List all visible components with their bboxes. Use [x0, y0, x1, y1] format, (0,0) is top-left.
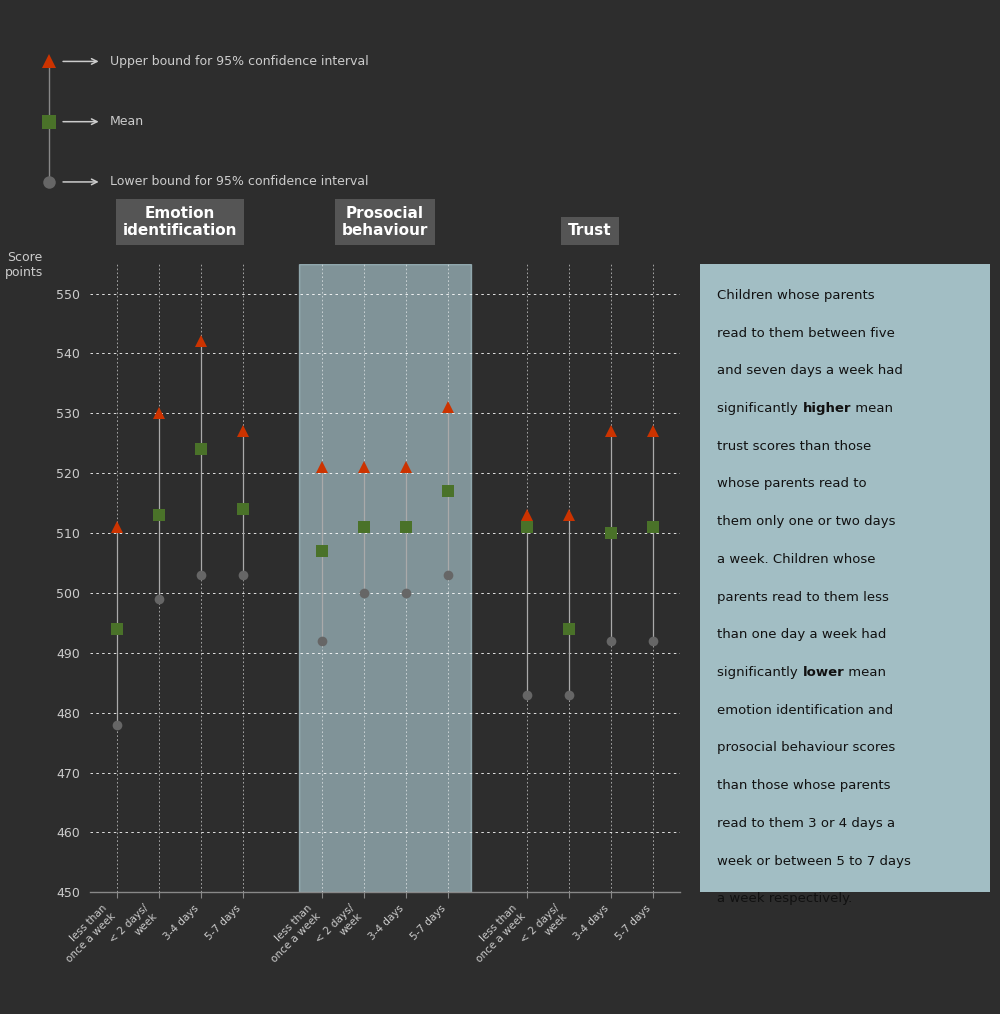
Text: parents read to them less: parents read to them less	[717, 590, 889, 603]
Text: whose parents read to: whose parents read to	[717, 478, 867, 491]
Text: emotion identification and: emotion identification and	[717, 704, 894, 717]
Bar	[299, 264, 471, 892]
Text: them only one or two days: them only one or two days	[717, 515, 896, 528]
Text: Lower bound for 95% confidence interval: Lower bound for 95% confidence interval	[110, 175, 368, 189]
Text: and seven days a week had: and seven days a week had	[717, 364, 903, 377]
Text: mean: mean	[851, 402, 893, 415]
Text: lower: lower	[802, 666, 844, 679]
Text: Upper bound for 95% confidence interval: Upper bound for 95% confidence interval	[110, 55, 368, 68]
Text: significantly: significantly	[717, 666, 802, 679]
Text: than one day a week had: than one day a week had	[717, 629, 887, 641]
Text: trust scores than those: trust scores than those	[717, 440, 872, 452]
Text: week or between 5 to 7 days: week or between 5 to 7 days	[717, 855, 911, 868]
Text: significantly: significantly	[717, 402, 802, 415]
Text: prosocial behaviour scores: prosocial behaviour scores	[717, 741, 896, 754]
Text: Trust: Trust	[568, 223, 612, 238]
Text: Prosocial
behaviour: Prosocial behaviour	[342, 206, 428, 238]
Y-axis label: Score
points: Score points	[5, 251, 43, 279]
Text: than those whose parents: than those whose parents	[717, 779, 891, 792]
Text: a week respectively.: a week respectively.	[717, 892, 853, 906]
Text: mean: mean	[844, 666, 886, 679]
Text: read to them between five: read to them between five	[717, 327, 895, 340]
Text: Mean: Mean	[110, 116, 144, 128]
Text: read to them 3 or 4 days a: read to them 3 or 4 days a	[717, 817, 896, 829]
Text: higher: higher	[802, 402, 851, 415]
Text: Children whose parents: Children whose parents	[717, 289, 875, 302]
Text: a week. Children whose: a week. Children whose	[717, 553, 876, 566]
Text: Emotion
identification: Emotion identification	[123, 206, 237, 238]
